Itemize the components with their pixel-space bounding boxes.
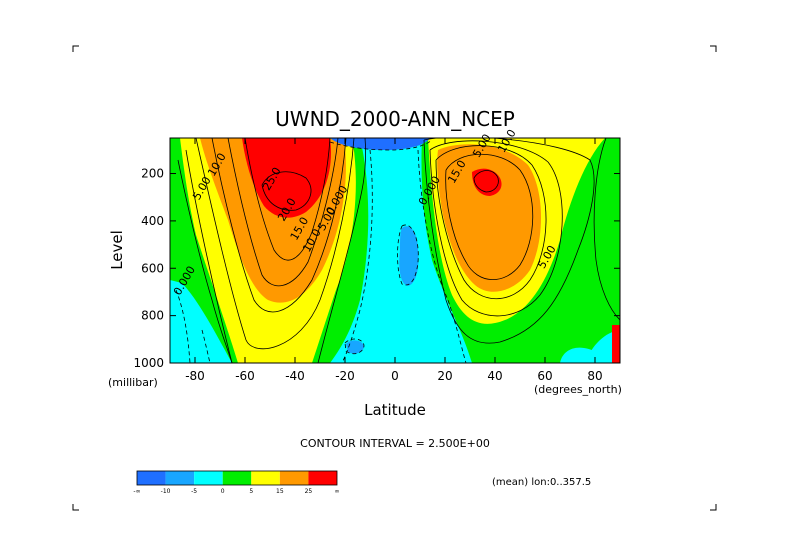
y-tick-label-3: 800 (141, 309, 164, 323)
colorbar-label-3: 0 (221, 488, 225, 495)
colorbar-swatch-2 (194, 471, 223, 485)
y-axis-label: Level (108, 230, 126, 270)
colorbar-swatch-0 (137, 471, 166, 485)
x-units-label: (degrees_north) (534, 383, 622, 396)
x-tick-label-4: 0 (391, 369, 399, 383)
colorbar-label-4: 5 (249, 488, 253, 495)
crop-mark-top-left (72, 45, 79, 52)
colorbar-label-6: 25 (305, 488, 313, 495)
colorbar-label-7: ∞ (335, 488, 340, 495)
contour-lines-negative (175, 139, 467, 363)
y-tick-label-0: 200 (141, 167, 164, 181)
y-units-label: (millibar) (108, 376, 158, 389)
colorbar-label-0: -∞ (133, 488, 140, 495)
y-axis: 200 400 600 800 1000 (133, 167, 620, 370)
crop-mark-bottom-right (710, 504, 717, 511)
y-tick-label-1: 400 (141, 214, 164, 228)
colorbar-label-5: 15 (276, 488, 284, 495)
x-axis-label: Latitude (364, 401, 426, 419)
colorbar-swatch-1 (165, 471, 195, 485)
chart-title: UWND_2000-ANN_NCEP (275, 107, 515, 131)
x-tick-label-3: -20 (335, 369, 355, 383)
x-tick-label-7: 60 (537, 369, 552, 383)
sh-fill-red (242, 138, 331, 218)
crop-mark-top-right (710, 45, 717, 52)
contour-field (170, 138, 620, 363)
colorbar-swatch-5 (279, 471, 309, 485)
top-easterly-blue (330, 138, 430, 150)
y-tick-label-2: 600 (141, 261, 164, 275)
y-tick-label-4: 1000 (133, 356, 164, 370)
crop-mark-bottom-left (72, 504, 79, 511)
x-axis: -80 -60 -40 -20 0 20 40 60 80 (185, 138, 603, 383)
colorbar-frame (136, 470, 338, 486)
x-tick-label-1: -60 (235, 369, 255, 383)
mean-lon-note: (mean) lon:0..357.5 (492, 477, 591, 488)
nh-fill-orange (437, 144, 542, 292)
contour-interval-note: CONTOUR INTERVAL = 2.500E+00 (300, 437, 490, 450)
x-tick-label-2: -40 (285, 369, 305, 383)
colorbar-swatch-4 (251, 471, 280, 485)
colorbar-swatch-3 (222, 471, 252, 485)
colorbar-label-1: -10 (161, 488, 171, 495)
x-tick-label-8: 80 (587, 369, 602, 383)
colorbar-label-2: -5 (191, 488, 197, 495)
edge-red-right (612, 325, 620, 363)
equator-blue-patch (399, 226, 419, 286)
x-tick-label-0: -80 (185, 369, 205, 383)
surface-blue-patch (346, 340, 364, 354)
colorbar: -∞ -10 -5 0 5 15 25 ∞ (133, 470, 340, 495)
crop-marks (72, 45, 717, 511)
x-tick-label-5: 20 (437, 369, 452, 383)
colorbar-swatch-6 (308, 471, 337, 485)
contour-lines (177, 138, 620, 363)
x-tick-label-6: 40 (487, 369, 502, 383)
